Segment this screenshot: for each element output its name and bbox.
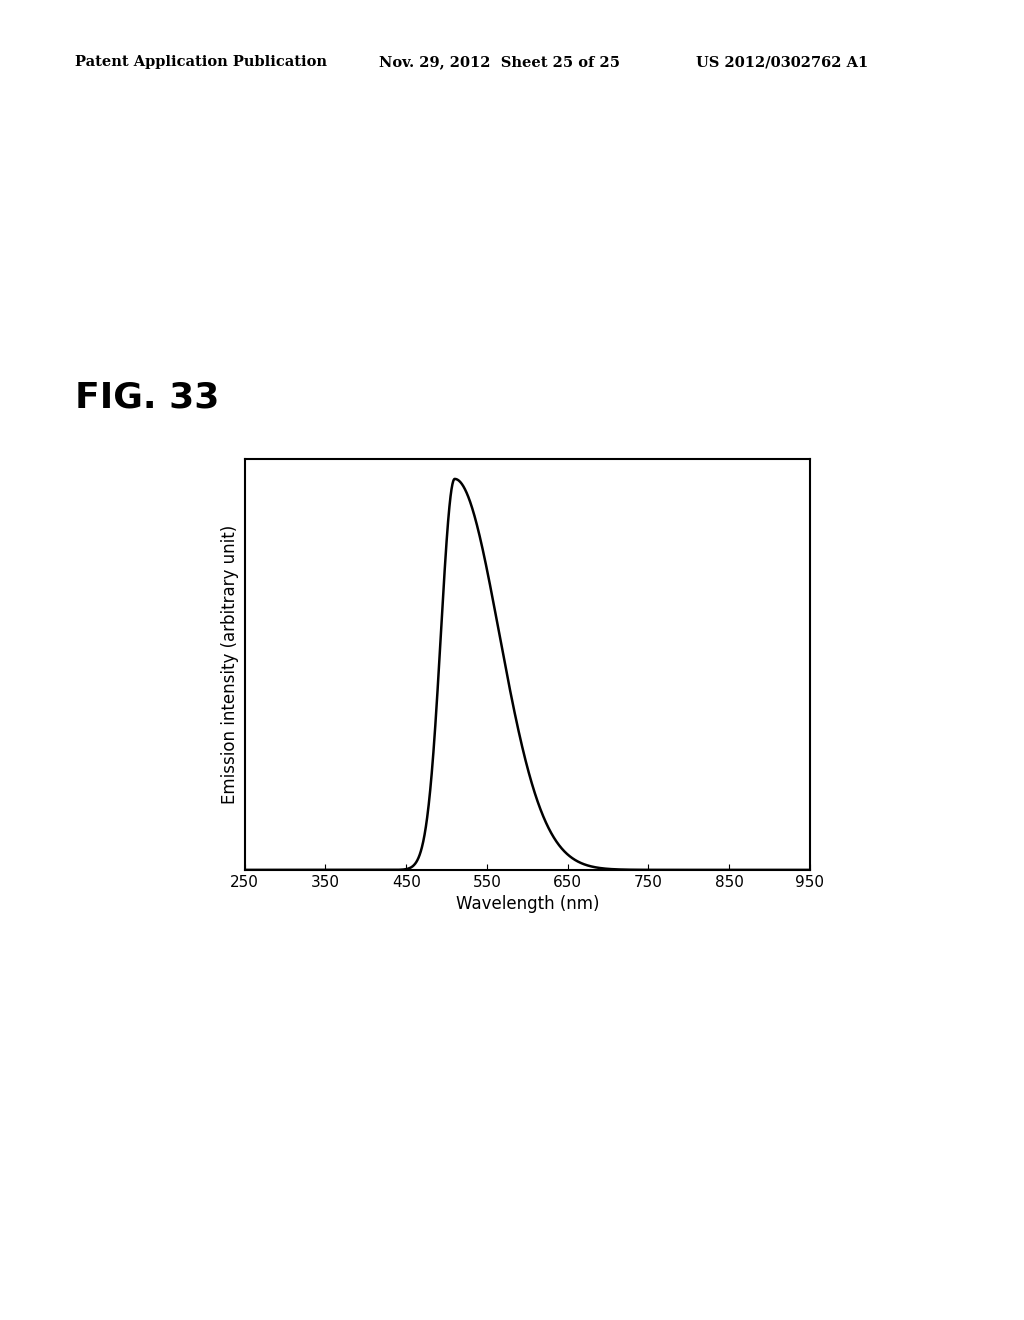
Text: Patent Application Publication: Patent Application Publication [75,55,327,70]
Text: US 2012/0302762 A1: US 2012/0302762 A1 [696,55,868,70]
X-axis label: Wavelength (nm): Wavelength (nm) [456,895,599,913]
Text: Nov. 29, 2012  Sheet 25 of 25: Nov. 29, 2012 Sheet 25 of 25 [379,55,620,70]
Y-axis label: Emission intensity (arbitrary unit): Emission intensity (arbitrary unit) [221,525,240,804]
Text: FIG. 33: FIG. 33 [75,380,219,414]
